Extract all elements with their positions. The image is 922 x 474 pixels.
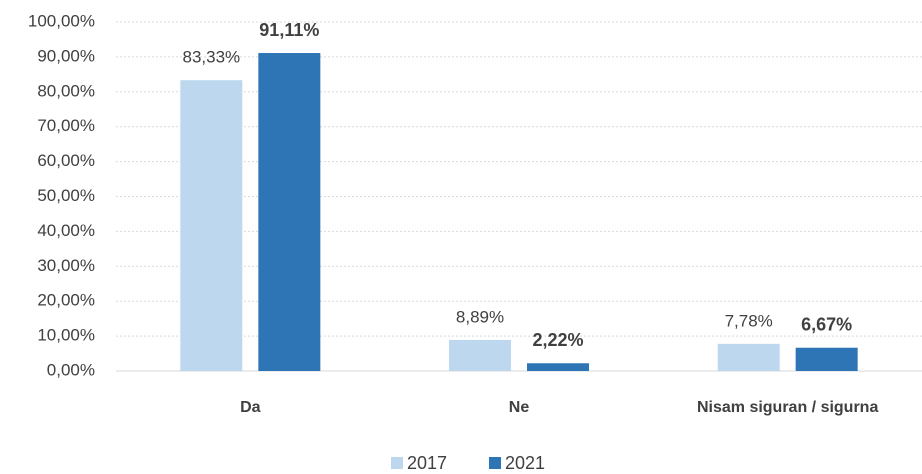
y-tick-label: 60,00% [37, 151, 95, 170]
y-tick-label: 80,00% [37, 81, 95, 100]
legend-label: 2017 [407, 453, 447, 473]
y-tick-label: 0,00% [47, 360, 95, 379]
y-tick-label: 20,00% [37, 291, 95, 310]
y-tick-label: 10,00% [37, 326, 95, 345]
legend-label: 2021 [505, 453, 545, 473]
data-label: 7,78% [725, 311, 773, 330]
x-tick-label: Nisam siguran / sigurna [697, 399, 878, 416]
legend-swatch [489, 457, 501, 469]
y-tick-label: 50,00% [37, 186, 95, 205]
bar [180, 80, 243, 372]
bar [449, 339, 511, 371]
data-label: 6,67% [801, 314, 852, 334]
data-label: 91,11% [259, 20, 319, 40]
y-tick-label: 100,00% [28, 11, 95, 30]
bar [795, 347, 858, 371]
data-label: 2,22% [532, 330, 583, 350]
bar [527, 363, 589, 371]
x-tick-label: Ne [509, 399, 530, 416]
y-tick-label: 40,00% [37, 221, 95, 240]
data-label: 8,89% [456, 307, 504, 326]
y-tick-label: 70,00% [37, 116, 95, 135]
x-tick-label: Da [240, 399, 261, 416]
data-label: 83,33% [182, 48, 240, 67]
bar [717, 343, 780, 371]
legend-swatch [391, 457, 403, 469]
y-tick-label: 30,00% [37, 256, 95, 275]
bar [258, 53, 321, 372]
y-tick-label: 90,00% [37, 46, 95, 65]
